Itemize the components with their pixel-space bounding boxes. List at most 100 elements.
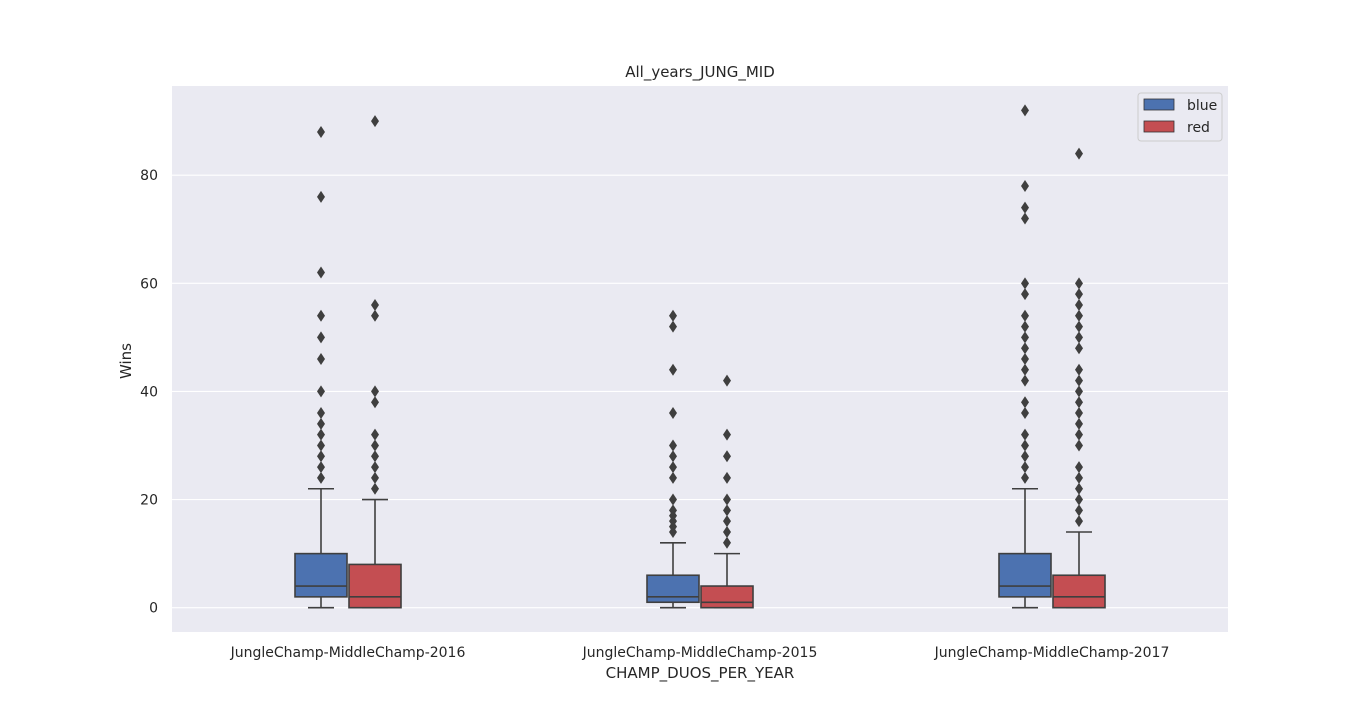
outlier-point [317,428,325,441]
outlier-point [1021,471,1029,484]
outlier-point [1021,374,1029,387]
outlier-point [1021,201,1029,214]
outlier-point [669,504,677,517]
outlier-point [371,461,379,474]
outlier-point [723,471,731,484]
outlier-point [317,309,325,322]
outlier-point [1021,396,1029,409]
outlier-point [371,439,379,452]
x-tick-label: JungleChamp-MiddleChamp-2017 [934,645,1170,661]
outlier-point [1075,342,1083,355]
outlier-point [1075,493,1083,506]
outlier-point [723,428,731,441]
outlier-point [1075,288,1083,301]
outlier-point [1021,320,1029,333]
outlier-point [669,450,677,463]
outlier-point [1021,309,1029,322]
outlier-point [669,471,677,484]
outlier-point [317,353,325,365]
outlier-point [371,385,379,398]
outlier-point [1075,374,1083,387]
outlier-point [669,363,677,376]
box-red-2 [1052,147,1106,609]
outlier-point [1021,277,1029,290]
outlier-point [317,439,325,452]
outlier-point [317,125,325,138]
box-blue-2 [998,104,1052,609]
outlier-point [1075,309,1083,322]
y-tick-label: 60 [140,276,158,292]
box-iqr [294,552,348,598]
x-tick-label: JungleChamp-MiddleChamp-2016 [230,645,466,661]
box-red-1 [700,374,754,609]
x-axis-label: CHAMP_DUOS_PER_YEAR [606,664,795,683]
outlier-point [1075,515,1083,528]
outlier-point [669,320,677,333]
outlier-point [317,471,325,484]
outlier-point [723,504,731,517]
outlier-point [1075,482,1083,495]
outlier-point [1021,461,1029,474]
box-iqr [646,574,700,604]
outlier-point [1075,439,1083,452]
outlier-point [317,331,325,344]
outlier-point [1075,363,1083,376]
outlier-point [317,385,325,398]
outlier-point [669,461,677,474]
outlier-point [1075,471,1083,484]
outlier-point [1021,288,1029,301]
outlier-point [1021,104,1029,117]
outlier-point [1075,461,1083,474]
outlier-point [317,190,325,203]
legend-swatch-blue [1143,98,1175,111]
outlier-point [371,396,379,409]
outlier-point [669,439,677,452]
outlier-point [1075,147,1083,160]
outlier-point [1075,320,1083,333]
outlier-point [371,450,379,463]
legend-label-red: red [1187,120,1210,136]
legend-label-blue: blue [1187,98,1217,114]
outlier-point [1021,363,1029,376]
outlier-point [1021,331,1029,344]
outlier-point [317,266,325,279]
y-tick-label: 0 [149,601,158,617]
outlier-point [1075,277,1083,290]
outlier-point [317,407,325,420]
outlier-point [371,482,379,495]
outlier-point [371,115,379,128]
plot-area-background [172,86,1228,632]
outlier-point [1021,342,1029,355]
outlier-point [371,298,379,311]
outlier-point [1075,417,1083,430]
outlier-point [1021,212,1029,225]
outlier-point [1021,407,1029,420]
outlier-point [669,407,677,420]
outlier-point [723,450,731,463]
outlier-point [723,493,731,506]
box-iqr [998,552,1052,598]
outlier-point [371,309,379,322]
y-tick-label: 20 [140,493,158,509]
outlier-point [1075,428,1083,441]
outlier-point [1021,353,1029,365]
legend: blue red [1137,92,1223,142]
outlier-point [1021,450,1029,463]
box-blue-0 [294,125,348,609]
y-tick-label: 80 [140,168,158,184]
outlier-point [1021,180,1029,193]
outlier-point [1075,385,1083,398]
outlier-point [723,525,731,538]
x-tick-label: JungleChamp-MiddleChamp-2015 [582,645,818,661]
outlier-point [371,428,379,441]
boxes-layer [294,104,1106,609]
box-red-0 [348,115,402,609]
box-iqr [348,563,402,609]
grid-lines [172,174,1228,609]
y-axis-label: Wins [117,343,135,379]
y-tick-label: 40 [140,384,158,400]
outlier-point [1075,504,1083,517]
outlier-point [371,471,379,484]
